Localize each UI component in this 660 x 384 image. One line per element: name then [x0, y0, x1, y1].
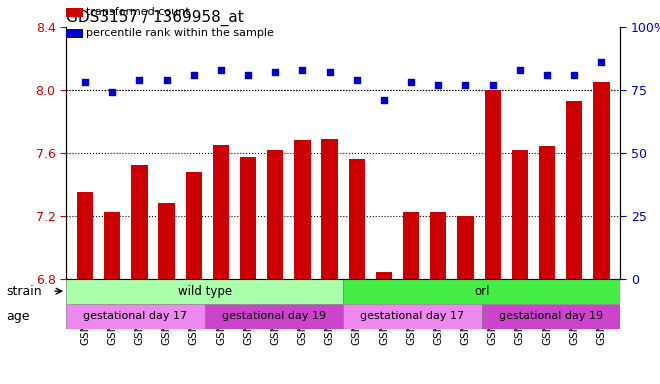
- Bar: [430, 212, 446, 278]
- Bar: [66, 278, 343, 304]
- Point: [433, 82, 444, 88]
- Bar: [482, 304, 620, 329]
- Text: gestational day 19: gestational day 19: [222, 311, 326, 321]
- Bar: [321, 139, 338, 278]
- Point: [487, 82, 498, 88]
- Bar: [348, 159, 365, 278]
- Text: orl: orl: [474, 285, 490, 298]
- Bar: [158, 203, 175, 278]
- Point: [596, 59, 607, 65]
- Bar: [294, 140, 311, 278]
- Point: [243, 72, 253, 78]
- Point: [542, 72, 552, 78]
- Text: GDS3157 / 1369958_at: GDS3157 / 1369958_at: [66, 9, 244, 25]
- Text: age: age: [7, 310, 30, 323]
- Point: [161, 77, 172, 83]
- Bar: [185, 172, 202, 278]
- Text: transformed count: transformed count: [86, 7, 189, 17]
- Point: [406, 79, 416, 85]
- Text: gestational day 19: gestational day 19: [499, 311, 603, 321]
- Point: [80, 79, 90, 85]
- Bar: [593, 82, 610, 278]
- Bar: [376, 272, 392, 278]
- Text: wild type: wild type: [178, 285, 232, 298]
- Bar: [566, 101, 582, 278]
- Bar: [213, 145, 229, 278]
- Point: [324, 69, 335, 75]
- Point: [460, 82, 471, 88]
- Bar: [457, 215, 474, 278]
- Bar: [484, 90, 501, 278]
- Point: [352, 77, 362, 83]
- Bar: [205, 304, 343, 329]
- Text: gestational day 17: gestational day 17: [83, 311, 187, 321]
- Text: percentile rank within the sample: percentile rank within the sample: [86, 28, 274, 38]
- Text: gestational day 17: gestational day 17: [360, 311, 465, 321]
- Bar: [267, 149, 283, 278]
- Bar: [403, 212, 419, 278]
- Point: [379, 97, 389, 103]
- Bar: [131, 165, 148, 278]
- Point: [297, 66, 308, 73]
- Point: [569, 72, 579, 78]
- Point: [134, 77, 145, 83]
- Point: [107, 89, 117, 95]
- Bar: [240, 157, 256, 278]
- Bar: [539, 146, 555, 278]
- Bar: [104, 212, 120, 278]
- Bar: [343, 304, 482, 329]
- Point: [189, 72, 199, 78]
- Point: [515, 66, 525, 73]
- Bar: [512, 149, 528, 278]
- Bar: [343, 278, 620, 304]
- Point: [216, 66, 226, 73]
- Bar: [77, 192, 93, 278]
- Bar: [66, 304, 205, 329]
- Point: [270, 69, 280, 75]
- Text: strain: strain: [7, 285, 42, 298]
